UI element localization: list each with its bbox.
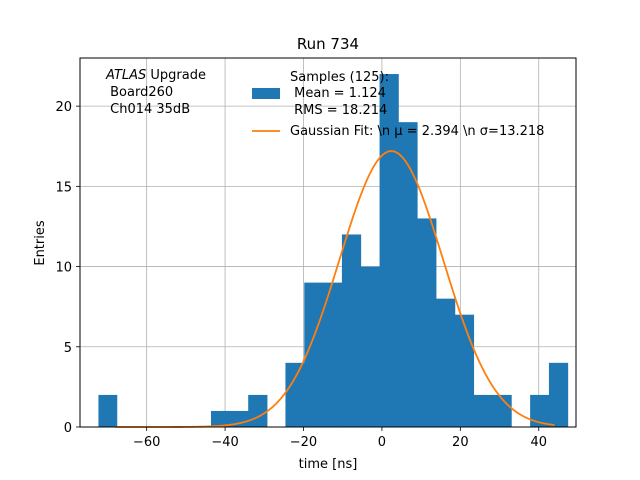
histogram-bar-5: [304, 282, 324, 427]
histogram-bar-9: [379, 74, 399, 427]
annotation-line-1-rest: Upgrade: [146, 68, 206, 83]
histogram-bar-11: [417, 218, 437, 427]
x-tick-label-5: 40: [530, 435, 547, 450]
histogram-bar-4: [285, 362, 305, 427]
histogram-bar-7: [341, 234, 362, 427]
histogram-bar-18: [548, 362, 569, 427]
legend: Samples (125): Mean = 1.124 RMS = 18.214…: [252, 70, 544, 139]
annotation-italic: ATLAS: [105, 68, 146, 83]
chart-title: Run 734: [297, 35, 359, 53]
y-axis-ticks: 0 5 10 15 20: [55, 100, 80, 436]
x-tick-label-2: −20: [290, 435, 317, 450]
histogram-bar-14: [473, 394, 493, 427]
plot-frame: [79, 57, 577, 428]
plot-area: −60 −40 −20 0 20 40 0 5 10 15 20: [55, 57, 577, 450]
legend-fit-label: Gaussian Fit: \n μ = 2.394 \n σ=13.218: [290, 124, 544, 139]
x-tick-label-0: −60: [133, 435, 160, 450]
histogram-bar-1: [210, 410, 230, 427]
annotation-line-2: Board260: [106, 85, 173, 100]
x-axis-ticks: −60 −40 −20 0 20 40: [133, 427, 547, 450]
y-tick-label-4: 20: [55, 100, 72, 115]
histogram-bar-6: [323, 282, 343, 427]
histogram-bar-3: [248, 394, 268, 427]
atlas-annotation: ATLAS Upgrade Board260 Ch014 35dB: [105, 68, 206, 117]
histogram-bar-8: [360, 266, 380, 427]
y-axis-label: Entries: [33, 220, 48, 266]
legend-hist-label-line-2: Mean = 1.124: [290, 86, 386, 101]
histogram-bar-10: [398, 122, 418, 427]
histogram-bars: [98, 74, 569, 427]
histogram-bar-0: [98, 394, 118, 427]
y-tick-label-3: 15: [55, 180, 72, 195]
y-tick-label-0: 0: [64, 421, 72, 436]
x-tick-label-1: −40: [211, 435, 238, 450]
y-tick-label-1: 5: [64, 341, 72, 356]
legend-hist-label-line-1: Samples (125):: [290, 70, 389, 85]
histogram-bar-13: [454, 314, 475, 427]
legend-hist-label-line-3: RMS = 18.214: [290, 103, 387, 118]
histogram-bar-17: [530, 394, 550, 427]
histogram-bar-12: [436, 298, 456, 427]
annotation-line-1: ATLAS Upgrade: [105, 68, 206, 83]
annotation-line-3: Ch014 35dB: [106, 102, 190, 117]
x-tick-label-3: 0: [378, 435, 386, 450]
x-axis-label: time [ns]: [299, 457, 358, 472]
legend-hist-swatch: [252, 88, 280, 99]
y-tick-label-2: 10: [55, 261, 72, 276]
x-tick-label-4: 20: [452, 435, 469, 450]
